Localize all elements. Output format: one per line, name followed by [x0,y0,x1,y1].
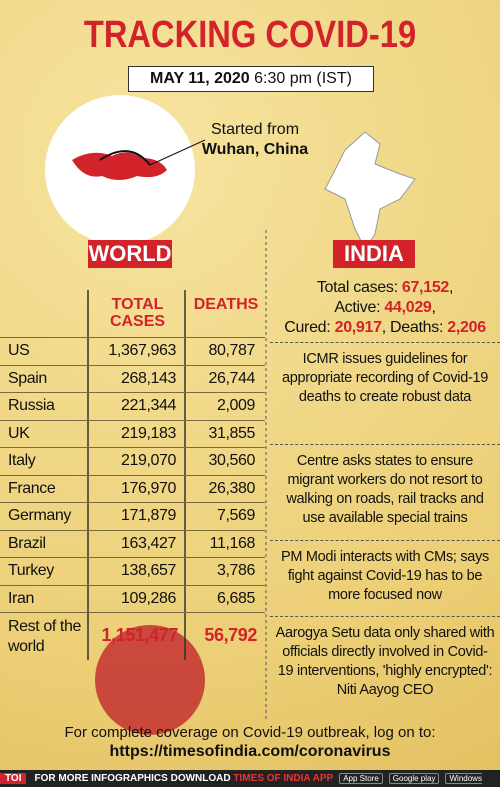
cases: 163,427 [120,534,176,552]
stat-label: Active: [334,299,381,316]
deaths: 26,380 [208,479,255,497]
footer-text: For complete coverage on Covid-19 outbre… [64,724,436,741]
divider [270,342,500,343]
row-rule [0,392,265,393]
stat-line: Total cases: 67,152, [270,278,500,298]
row-rule [0,557,265,558]
row-rule [0,502,265,503]
country: Iran [8,589,34,607]
country: Italy [8,452,36,469]
deaths: 11,168 [209,534,256,552]
news-item: PM Modi interacts with CMs; says fight a… [281,549,489,603]
deaths: 80,787 [208,342,255,359]
note-place: Wuhan, China [201,141,309,158]
stat-value: 2,206 [447,319,486,336]
cases: 176,970 [120,479,176,497]
row-rule [0,612,265,613]
bar-app: TIMES OF INDIA APP [233,773,334,784]
stat-suffix: , [381,319,386,336]
deaths: 30,560 [208,452,255,469]
row-rule [0,474,265,476]
map-note: Started from Wuhan, China [200,120,310,160]
store-badge: Windows Phone [0,773,482,787]
note-line: Started from [210,121,300,138]
date: MAY 11, 2020 [150,70,250,87]
row-rule [0,337,265,338]
footer-url[interactable]: https://timesofindia.com/coronavirus [109,743,391,760]
arrow [99,150,151,166]
india-stats: Total cases: 67,152, Active: 44,029, Cured… [270,278,500,338]
news-item: Aarogya Setu data only shared with offic… [275,625,495,698]
news-item: Centre asks states to ensure migrant wor… [286,453,484,526]
cases: 1,367,963 [108,342,176,359]
country: Germany [8,507,71,524]
row-rule [0,584,265,586]
row-rule [0,364,265,366]
column-header: TOTAL CASES [109,296,166,330]
cases: 221,344 [120,397,176,414]
country: Brazil [8,534,46,552]
cases: 219,183 [120,424,176,442]
divider [270,616,500,617]
stat-label: Cured: [284,319,331,336]
stat-suffix: , [431,299,436,316]
stat-value: 44,029 [384,299,432,316]
store-badge: App Store [339,773,383,784]
row-rule [0,447,265,448]
deaths: 56,792 [204,625,257,645]
stat-label: Total cases: [316,279,398,296]
row-rule [0,529,265,531]
cases: 109,286 [120,589,176,607]
divider [270,444,500,445]
deaths: 7,569 [216,507,255,524]
world-heading: WORLD [88,240,172,268]
column-header: DEATHS [193,296,259,313]
pointer [149,139,206,166]
deaths: 31,855 [208,424,255,442]
stat-label: Deaths: [390,319,444,336]
stat-line: Cured: 20,917, Deaths: 2,206 [270,318,500,338]
deaths: 2,009 [216,397,255,414]
logo: TOI [0,773,27,784]
row-rule [0,419,265,421]
india-heading: INDIA [333,240,415,268]
cases: 1,151,477 [101,625,179,645]
divider [270,540,500,541]
deaths: 6,685 [216,589,255,607]
bar-text: FOR MORE INFOGRAPHICS DOWNLOAD [34,773,231,784]
virus [95,625,205,735]
deaths: 3,786 [216,562,255,579]
cases: 138,657 [120,562,176,579]
country: Rest of the world [8,618,81,655]
store-badge: Google play [388,773,440,784]
cases: 219,070 [120,452,176,469]
india-map [324,131,416,250]
country: Spain [8,369,47,387]
time: 6:30 pm (IST) [254,70,352,87]
country: Russia [8,397,55,414]
cases: 171,879 [120,507,176,524]
stat-line: Active: 44,029, [270,298,500,318]
news-item: ICMR issues guidelines for appropriate r… [281,351,489,405]
cases: 268,143 [120,369,176,387]
stat-value: 20,917 [334,319,382,336]
title: TRACKING COVID-19 [83,14,417,56]
deaths: 26,744 [208,369,255,387]
stat-suffix: , [449,279,454,296]
country: France [8,479,56,497]
country: UK [8,424,30,442]
country: Turkey [8,562,54,579]
bottom-bar: TOI FOR MORE INFOGRAPHICS DOWNLOAD TIMES … [0,770,500,787]
country: US [8,342,30,359]
date-box: MAY 11, 2020 6:30 pm (IST) [128,66,374,92]
stat-value: 67,152 [401,279,450,296]
